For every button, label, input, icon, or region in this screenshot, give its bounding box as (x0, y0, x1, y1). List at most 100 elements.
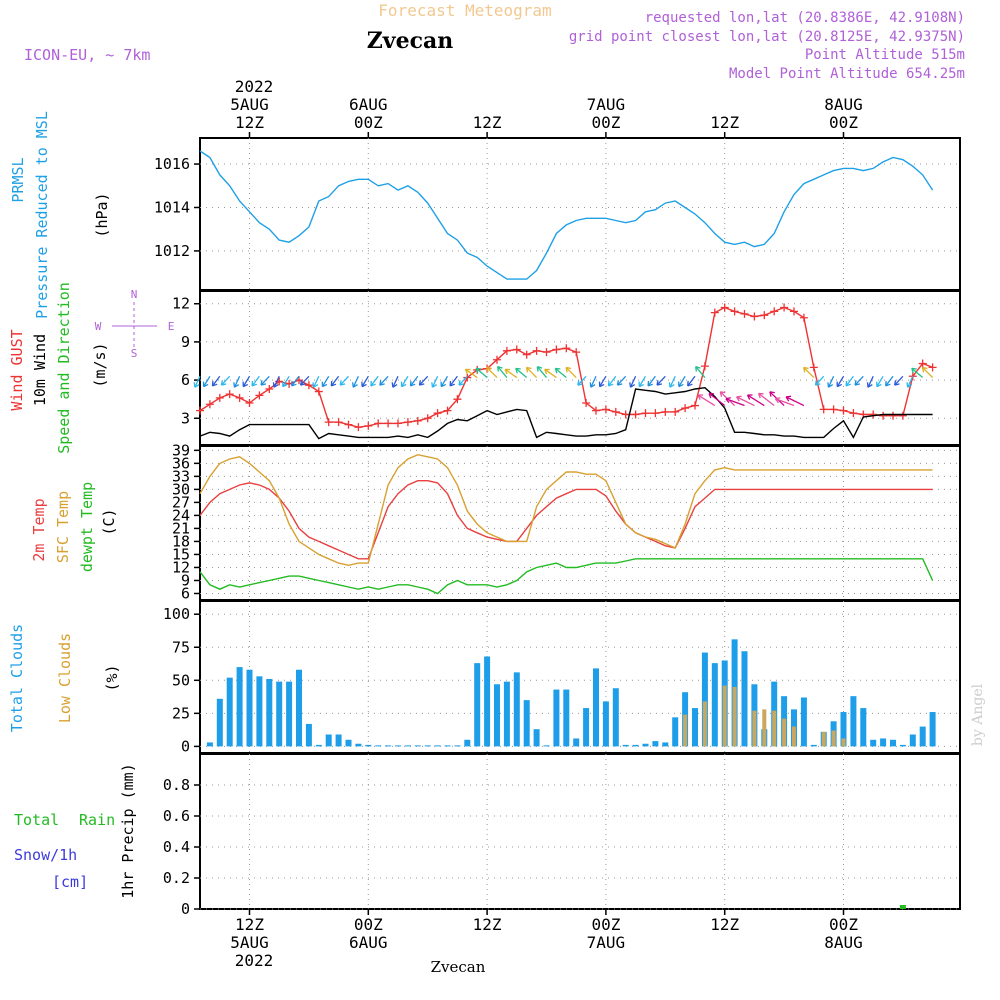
wind-arrow-head (497, 365, 503, 372)
wind-arrow-icon (554, 367, 567, 379)
total-clouds-bar (860, 708, 867, 747)
wind-arrow-head (233, 382, 240, 388)
bottom-hour-label: 12Z (235, 915, 264, 934)
wind-arrow-icon (486, 366, 498, 379)
wind-arrow-head (400, 381, 407, 388)
wind-arrow-head (836, 381, 843, 388)
precip-ytick-label: 0.2 (163, 869, 190, 887)
wind-arrow-icon (418, 375, 429, 386)
top-hour-label: 12Z (235, 113, 264, 132)
total-clouds-bar (870, 739, 877, 747)
total-clouds-bar (890, 739, 896, 747)
location-title: Zvecan (367, 28, 454, 54)
pressure-panel: 1012 1014 1016 (154, 137, 961, 291)
total-clouds-bar (355, 743, 362, 747)
wind-ytick-label: 9 (181, 333, 190, 351)
wind-arrow-icon (747, 394, 765, 407)
low-clouds-bar (702, 701, 707, 747)
wind-arrow-icon (526, 366, 538, 379)
total-clouds-bar (494, 684, 500, 747)
total-clouds-bar (533, 729, 540, 747)
wind-arrow-icon (392, 375, 399, 388)
gust-marker (691, 401, 699, 410)
precip-panel: 0 0.2 0.4 0.6 0.8 (163, 753, 961, 918)
sfc-label: SFC Temp (54, 491, 72, 563)
wind-arrow-icon (504, 368, 518, 379)
total-clouds-bar (513, 672, 520, 747)
wind-arrow-icon (785, 396, 805, 407)
wind-arrow-icon (845, 375, 854, 387)
wind-arrow-head (827, 382, 834, 388)
total-clouds-bar (602, 701, 609, 747)
wind-arrow-icon (242, 375, 251, 387)
total-clouds-bar (365, 744, 372, 747)
wind-arrow-head (554, 367, 561, 374)
temp-ytick-label: 24 (172, 506, 190, 524)
wind-arrow-icon (313, 375, 320, 388)
wind-arrow-head (321, 381, 328, 388)
total-clouds-bar (296, 669, 302, 747)
total-clouds-bar (454, 745, 461, 747)
total-clouds-bar (305, 723, 312, 747)
wind-ytick-label: 6 (181, 371, 190, 389)
gust-marker (809, 363, 818, 372)
wind-arrow-head (656, 380, 663, 386)
compass-s: S (131, 347, 138, 360)
gust-marker (215, 393, 224, 402)
wind-arrow-icon (497, 366, 508, 378)
10m-wind-line (199, 386, 933, 440)
gust-marker (790, 307, 798, 316)
total-clouds-bar (711, 663, 718, 747)
cloud-ytick-label: 25 (172, 704, 190, 722)
requested-coords: requested lon,lat (20.8386E, 42.9108N) (645, 10, 965, 26)
gust-marker (532, 346, 541, 355)
gust-marker (304, 381, 313, 390)
total-clouds-bar (929, 712, 936, 747)
wind-arrow-icon (911, 367, 924, 379)
wind-arrow-head (668, 382, 675, 388)
low-clouds-bar (683, 714, 688, 747)
total-clouds-bar (474, 663, 481, 747)
wind-arrow-icon (330, 375, 340, 387)
top-hour-label: 00Z (829, 113, 858, 132)
wind-arrow-icon (814, 375, 825, 386)
gust-marker (314, 387, 323, 396)
total-clouds-bar (563, 689, 570, 747)
wind-arrow-head (708, 392, 715, 399)
gust-marker (760, 311, 769, 320)
wind-arrow-head (725, 397, 731, 404)
wind-arrow-head (757, 392, 764, 399)
gust-marker (196, 406, 204, 415)
wind-arrow-head (906, 382, 913, 388)
gust-marker (898, 411, 907, 420)
wind-arrow-icon (465, 368, 478, 379)
wind-arrow-head (282, 381, 288, 388)
gust-marker (572, 348, 581, 357)
total-clouds-bar (612, 688, 619, 747)
wind-arrow-head (272, 382, 279, 388)
total-clouds-bar (315, 744, 322, 747)
wind-arrow-icon (695, 366, 706, 378)
wind-arrow-icon (758, 392, 775, 407)
wind-arrow-head (312, 382, 319, 388)
wind-arrow-icon (458, 375, 468, 386)
wind-arrow-icon (291, 375, 300, 387)
wind-arrow-head (504, 368, 511, 375)
total-clouds-bar (375, 745, 382, 747)
wind-arrow-head (736, 395, 742, 402)
low-clouds-bar (762, 709, 767, 747)
wind-arrow-icon (260, 375, 270, 386)
wind-arrow-head (803, 366, 809, 373)
prmsl-label: PRMSL (9, 157, 27, 202)
wind-arrow-icon (607, 375, 617, 387)
wind-arrow-head (774, 397, 781, 404)
wind-arrow-icon (669, 375, 676, 388)
gust-marker (780, 303, 789, 312)
cloud-ytick-label: 75 (172, 638, 190, 656)
gust-marker (740, 309, 749, 318)
wind-arrow-head (260, 380, 267, 386)
wind-arrow-head (202, 381, 209, 388)
precip-ytick-label: 0 (181, 900, 190, 918)
wind-arrow-icon (273, 375, 280, 388)
